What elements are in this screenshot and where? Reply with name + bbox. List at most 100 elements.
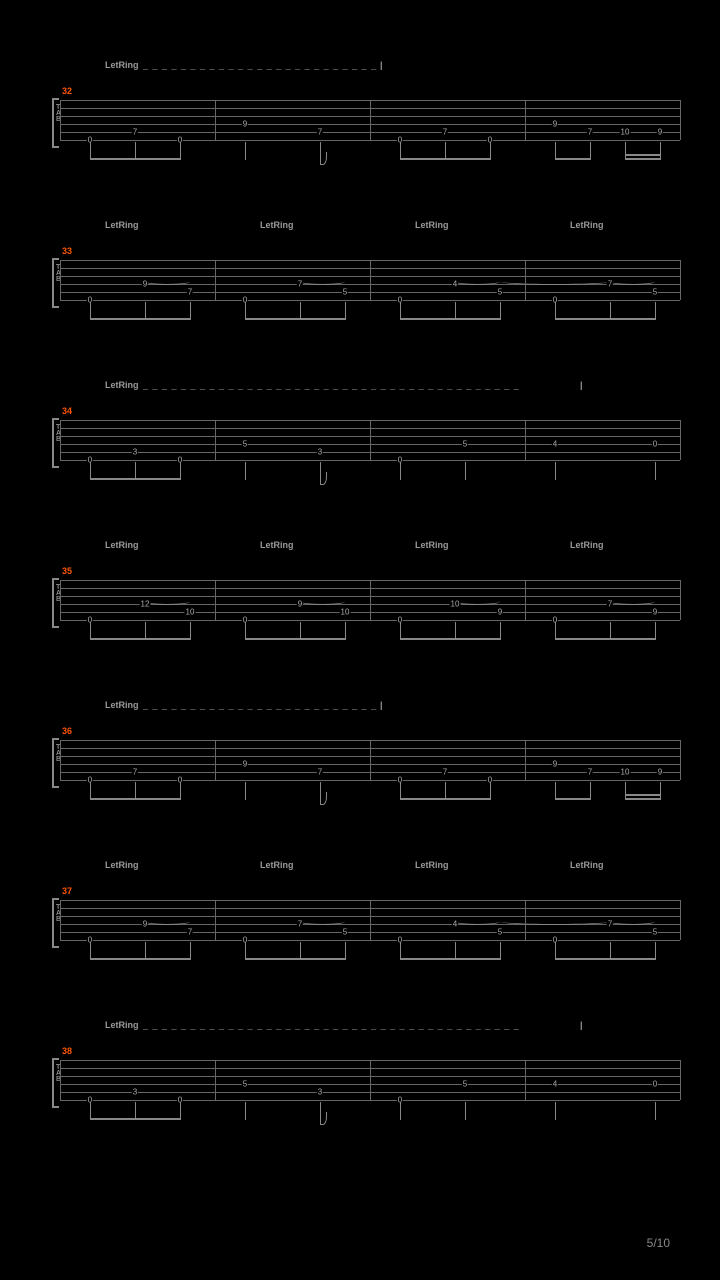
fret-number: 3 [317, 1088, 323, 1097]
letring-label: LetRing [260, 220, 294, 230]
barline [215, 420, 216, 460]
fret-number: 4 [452, 920, 458, 929]
fret-number: 5 [462, 1080, 468, 1089]
barline [60, 900, 61, 940]
fret-number: 9 [652, 608, 658, 617]
fret-number: 10 [185, 608, 196, 617]
beam [245, 638, 301, 640]
fret-number: 7 [132, 768, 138, 777]
letring-end: | [580, 1020, 583, 1030]
fret-number: 5 [497, 288, 503, 297]
fret-number: 7 [297, 280, 303, 289]
fret-number: 5 [652, 288, 658, 297]
fret-number: 5 [242, 440, 248, 449]
barline [215, 900, 216, 940]
staff: 097075045075 [60, 900, 680, 942]
fret-number: 3 [132, 448, 138, 457]
fret-number: 7 [187, 928, 193, 937]
tie [455, 598, 500, 605]
beam [625, 158, 661, 160]
beam [555, 318, 611, 320]
beam [400, 158, 491, 160]
barline [60, 1060, 61, 1100]
barline [370, 100, 371, 140]
flag [320, 472, 327, 485]
fret-number: 9 [657, 128, 663, 137]
fret-number: 9 [497, 608, 503, 617]
beam [555, 798, 591, 800]
letring-label: LetRing [105, 60, 139, 70]
barline [370, 900, 371, 940]
stem [555, 1102, 556, 1120]
tie [455, 918, 500, 925]
barline [680, 580, 681, 620]
beam [455, 318, 501, 320]
fret-number: 9 [142, 920, 148, 929]
tie [300, 918, 345, 925]
barline [525, 420, 526, 460]
flag [320, 792, 327, 805]
beam [145, 958, 191, 960]
barline [525, 1060, 526, 1100]
fret-number: 7 [587, 128, 593, 137]
fret-number: 10 [450, 600, 461, 609]
beam [300, 318, 346, 320]
fret-number: 7 [132, 128, 138, 137]
barline [680, 740, 681, 780]
fret-number: 9 [242, 120, 248, 129]
stem [655, 462, 656, 480]
string-line [60, 460, 680, 461]
fret-number: 5 [652, 928, 658, 937]
fret-number: 7 [607, 280, 613, 289]
fret-number: 9 [142, 280, 148, 289]
letring-label: LetRing [105, 1020, 139, 1030]
letring-end: | [380, 60, 383, 70]
letring-label: LetRing [570, 540, 604, 550]
beam [90, 158, 181, 160]
beam [555, 638, 611, 640]
fret-number: 10 [340, 608, 351, 617]
barline [60, 580, 61, 620]
stem [555, 462, 556, 480]
letring-label: LetRing [105, 700, 139, 710]
tie [500, 278, 610, 285]
fret-number: 7 [317, 768, 323, 777]
measure-number: 37 [62, 886, 72, 896]
beam [90, 1118, 181, 1120]
fret-number: 12 [140, 600, 151, 609]
letring-label: LetRing [260, 540, 294, 550]
fret-number: 9 [242, 760, 248, 769]
fret-number: 4 [452, 280, 458, 289]
barline [60, 100, 61, 140]
tie [610, 918, 655, 925]
barline [370, 740, 371, 780]
fret-number: 3 [132, 1088, 138, 1097]
tie [610, 278, 655, 285]
fret-number: 4 [552, 440, 558, 449]
barline [60, 420, 61, 460]
letring-label: LetRing [415, 860, 449, 870]
beam [400, 798, 491, 800]
barline [370, 260, 371, 300]
staff: 0709707097109 [60, 100, 680, 142]
fret-number: 7 [587, 768, 593, 777]
tie [145, 598, 190, 605]
page-number: 5/10 [647, 1236, 670, 1250]
barline [680, 1060, 681, 1100]
fret-number: 0 [652, 440, 658, 449]
letring-dash: _ _ _ _ _ _ _ _ _ _ _ _ _ _ _ _ _ _ _ _ … [143, 700, 380, 710]
fret-number: 7 [442, 768, 448, 777]
measure-number: 35 [62, 566, 72, 576]
letring-label: LetRing [570, 220, 604, 230]
fret-number: 10 [620, 128, 631, 137]
letring-label: LetRing [415, 540, 449, 550]
fret-number: 7 [297, 920, 303, 929]
beam [610, 958, 656, 960]
tie [300, 598, 345, 605]
beam [400, 638, 456, 640]
stem [245, 782, 246, 800]
letring-label: LetRing [415, 220, 449, 230]
tie [145, 918, 190, 925]
letring-label: LetRing [105, 220, 139, 230]
barline [370, 1060, 371, 1100]
